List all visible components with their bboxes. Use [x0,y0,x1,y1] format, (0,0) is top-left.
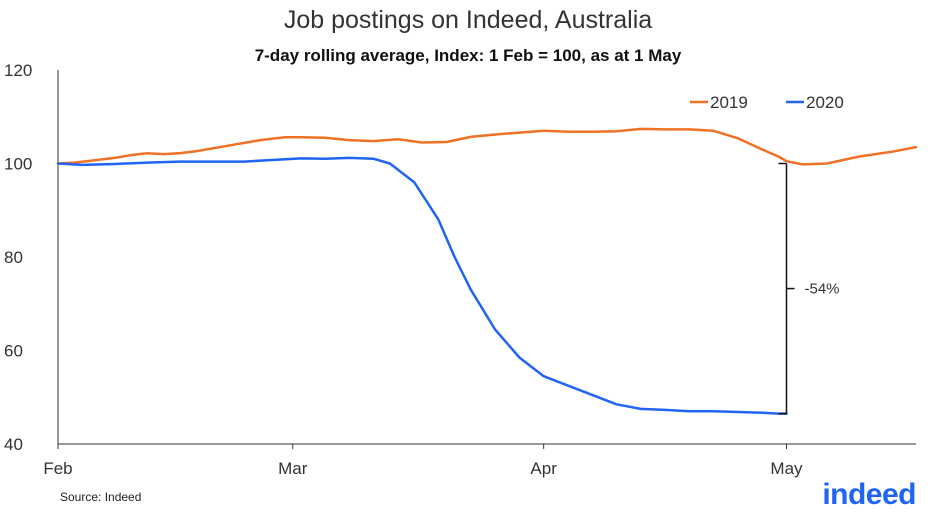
annotation-label: -54% [804,281,839,298]
indeed-logo: indeed [822,478,916,511]
chart-axes [57,70,916,445]
x-tick-label: Apr [530,459,557,478]
chart-legend: 2019 2020 [690,93,844,112]
y-tick-label: 80 [4,248,23,267]
source-note: Source: Indeed [60,490,142,504]
change-annotation: -54% [778,162,840,415]
chart-subtitle: 7-day rolling average, Index: 1 Feb = 10… [254,46,682,65]
series-lines [56,127,918,415]
legend-label-2019: 2019 [710,93,748,112]
x-tick-label: Mar [278,459,308,478]
y-tick-label: 60 [4,342,23,361]
x-tick-label: May [770,459,803,478]
y-axis-ticks: 40 60 80 100 120 [4,61,32,454]
y-tick-label: 40 [4,435,23,454]
chart-title: Job postings on Indeed, Australia [283,6,653,34]
x-axis-ticks: Feb Mar Apr May [43,444,803,478]
x-tick-label: Feb [43,459,72,478]
legend-label-2020: 2020 [806,93,844,112]
y-tick-label: 120 [4,61,32,80]
series-line-2020 [56,156,788,415]
y-tick-label: 100 [4,155,32,174]
series-line-2019 [56,127,918,166]
